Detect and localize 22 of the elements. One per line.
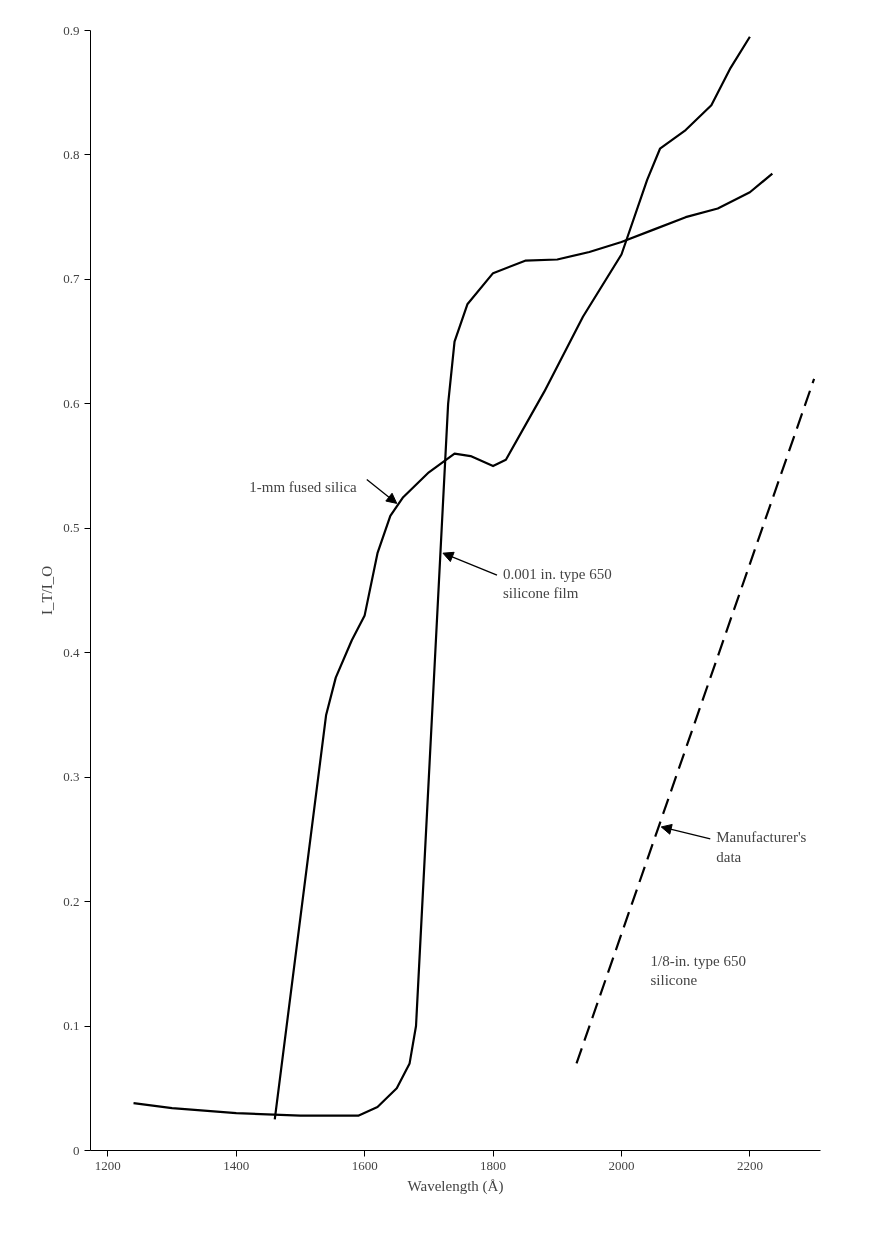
annotation: 1-mm fused silica <box>249 479 358 496</box>
x-tick-label: 1400 <box>223 1157 250 1173</box>
annotation: 1/8-in. type 650 silicone <box>650 952 746 989</box>
x-tick-label: 1200 <box>94 1157 121 1173</box>
y-tick-label: 0.4 <box>63 644 80 660</box>
y-tick-label: 0 <box>73 1142 80 1158</box>
y-tick-label: 0.7 <box>63 271 80 287</box>
y-tick-label: 0.8 <box>63 146 80 162</box>
x-tick-label: 1800 <box>480 1157 507 1173</box>
y-tick-label: 0.2 <box>63 893 80 909</box>
y-tick-label: 0.1 <box>63 1018 80 1034</box>
annotation: 0.001 in. type 650 silicone film <box>502 565 612 601</box>
x-tick-label: 1600 <box>351 1157 378 1173</box>
x-tick-label: 2000 <box>608 1157 635 1173</box>
y-tick-label: 0.6 <box>63 395 80 411</box>
annotation: Manufacturer's data <box>716 829 807 865</box>
y-tick-label: 0.9 <box>63 22 80 38</box>
y-axis-title: I_T/I_O <box>39 565 56 616</box>
y-tick-label: 0.5 <box>63 520 80 536</box>
x-tick-label: 2200 <box>736 1157 763 1173</box>
x-axis-title: Wavelength (Å) <box>407 1177 504 1195</box>
y-tick-label: 0.3 <box>63 769 80 785</box>
